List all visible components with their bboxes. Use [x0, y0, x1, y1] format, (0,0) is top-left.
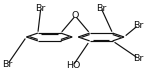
- Text: Br: Br: [133, 54, 143, 63]
- Text: O: O: [72, 11, 79, 20]
- Text: Br: Br: [36, 4, 46, 13]
- Text: Br: Br: [96, 4, 106, 13]
- Text: Br: Br: [2, 60, 13, 69]
- Text: Br: Br: [133, 21, 143, 30]
- Text: HO: HO: [66, 61, 80, 70]
